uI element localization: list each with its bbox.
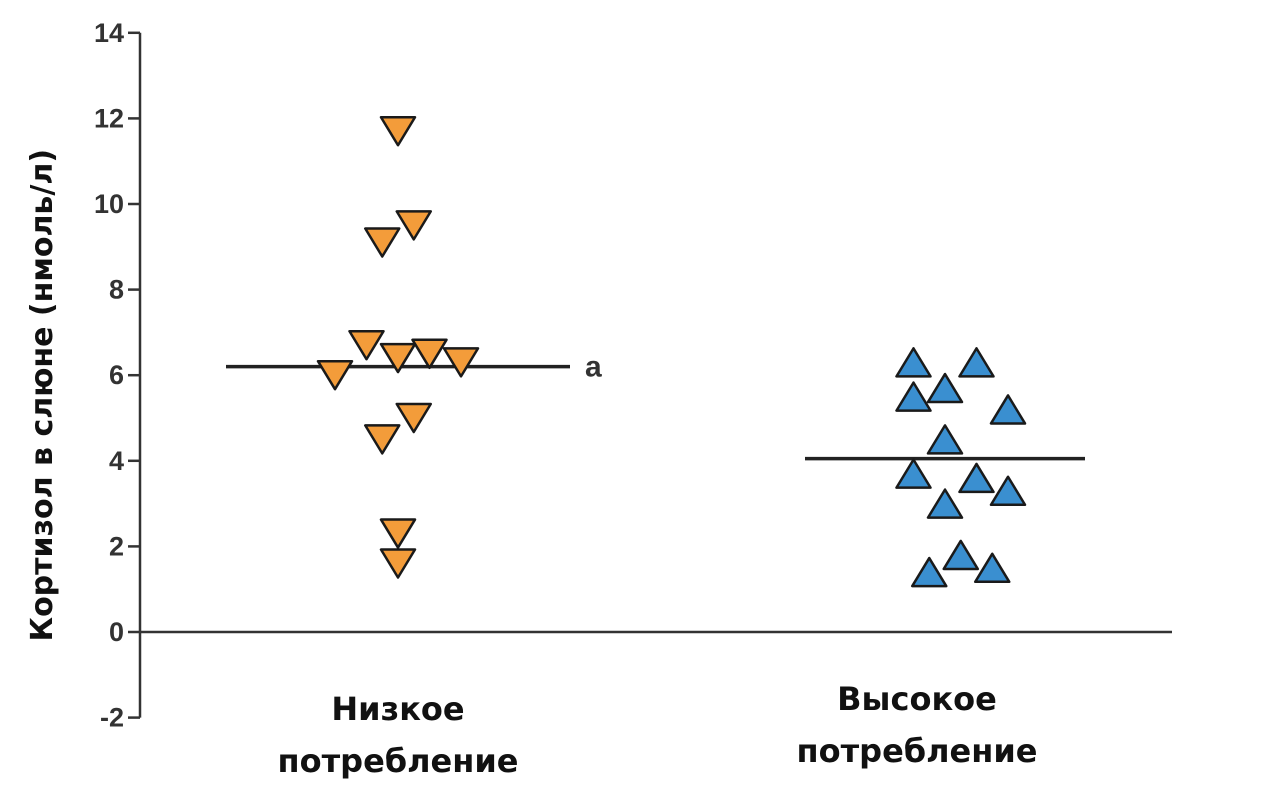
data-point	[911, 556, 948, 588]
significance-annotation: a	[585, 351, 602, 384]
y-tick-label: 2	[109, 531, 124, 561]
y-axis-title: Кортизол в слюне (нмоль/л)	[25, 149, 60, 642]
data-point	[364, 227, 401, 258]
data-point	[379, 518, 417, 549]
data-point	[895, 458, 932, 489]
data-points	[316, 115, 1027, 588]
y-tick-label: 0	[109, 617, 124, 647]
data-point	[926, 372, 964, 404]
y-tick-label: -2	[100, 703, 124, 733]
data-point	[379, 115, 417, 147]
data-point	[442, 347, 480, 378]
data-point	[926, 488, 964, 519]
data-point	[958, 462, 995, 494]
axes: -2 0 2 4 6 8 10 12 14	[94, 18, 1172, 733]
data-point	[364, 424, 401, 455]
data-point	[395, 210, 432, 241]
category-label: потребление	[797, 732, 1038, 770]
data-point	[958, 347, 995, 378]
data-point	[895, 347, 932, 378]
labels: Кортизол в слюне (нмоль/л) a Низкое потребл…	[25, 149, 1037, 780]
data-point	[379, 548, 417, 579]
data-point	[411, 338, 448, 370]
data-point	[974, 552, 1011, 584]
data-point	[926, 424, 964, 455]
y-tick-label: 10	[94, 189, 124, 219]
y-tick-label: 14	[94, 18, 124, 48]
y-tick-label: 6	[109, 360, 124, 390]
data-point	[989, 394, 1027, 425]
data-point	[989, 475, 1027, 507]
data-point	[379, 342, 417, 374]
data-point	[348, 329, 385, 361]
data-point	[316, 359, 354, 391]
y-tick-label: 12	[94, 103, 124, 133]
y-tick-label: 8	[109, 275, 124, 305]
category-label: Высокое	[837, 680, 997, 718]
data-point	[395, 402, 432, 434]
data-point	[895, 381, 932, 412]
category-label: потребление	[278, 742, 519, 780]
data-point	[942, 539, 979, 571]
y-tick-label: 4	[109, 446, 124, 476]
category-label: Низкое	[331, 690, 464, 728]
